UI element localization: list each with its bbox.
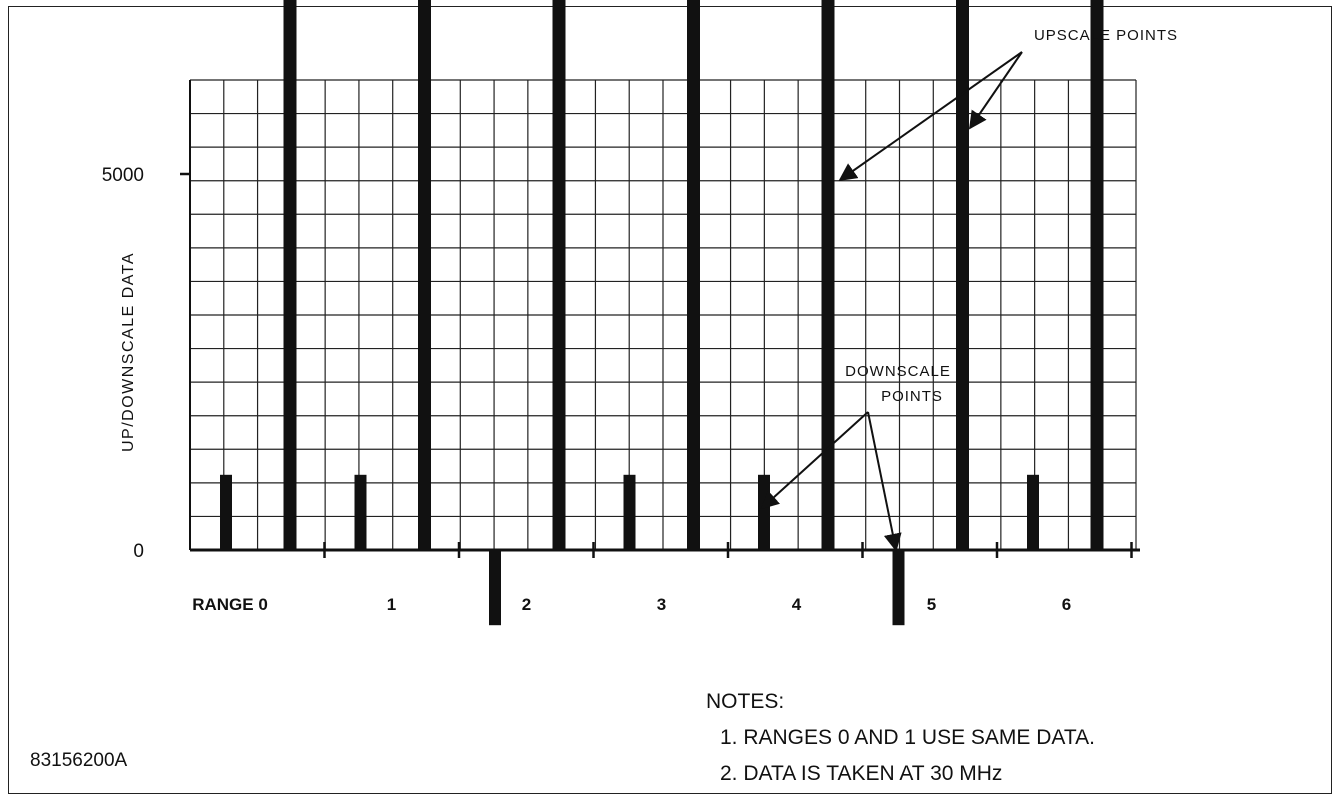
note-item-1: 1. RANGES 0 AND 1 USE SAME DATA.	[720, 726, 1095, 749]
bar-downscale	[758, 474, 770, 550]
upscale-arrow	[838, 51, 1023, 182]
bar-downscale	[1027, 474, 1039, 550]
notes-block: NOTES: 1. RANGES 0 AND 1 USE SAME DATA. …	[706, 684, 1095, 792]
bar-upscale	[821, 0, 835, 551]
notes-heading: NOTES:	[706, 690, 785, 713]
bar-upscale	[687, 0, 700, 550]
chart-grid	[189, 79, 1137, 551]
note-item-2: 2. DATA IS TAKEN AT 30 MHz	[720, 762, 1003, 785]
bar-downscale	[623, 474, 636, 550]
x-category-label: 4	[792, 595, 802, 614]
x-category-label: 1	[387, 595, 396, 614]
chart-axes	[180, 80, 1140, 558]
bar-upscale	[1090, 0, 1104, 550]
bar-downscale	[489, 550, 501, 626]
bar-upscale	[418, 0, 431, 551]
bar-upscale	[552, 0, 566, 550]
bar-upscale	[956, 0, 969, 550]
downscale-arrow	[760, 411, 869, 510]
y-axis-label: UP/DOWNSCALE DATA	[120, 252, 137, 452]
chart-annotations: UPSCALE POINTS DOWNSCALE POINTS	[760, 27, 1178, 552]
downscale-arrow	[867, 411, 902, 552]
chart-bars	[220, 0, 1104, 626]
x-category-label: 5	[927, 595, 936, 614]
downscale-points-label-line1: DOWNSCALE	[845, 363, 951, 380]
y-tick-label: 5000	[102, 165, 144, 186]
figure-id: 83156200A	[30, 750, 128, 771]
upscale-arrow	[968, 51, 1023, 130]
x-category-label: 3	[657, 595, 666, 614]
y-tick-label: 0	[133, 541, 144, 562]
bar-downscale	[220, 474, 232, 550]
x-category-label: 2	[522, 595, 531, 614]
x-category-label: RANGE 0	[192, 595, 268, 614]
downscale-points-label-line2: POINTS	[881, 388, 943, 405]
x-category-label: 6	[1062, 595, 1071, 614]
chart-labels: 0 5000 UP/DOWNSCALE DATA RANGE 0 1 2 3 4 5 6	[102, 165, 1072, 614]
upscale-points-label: UPSCALE POINTS	[1034, 27, 1178, 44]
bar-upscale	[283, 0, 297, 551]
bar-downscale	[892, 550, 905, 626]
bar-downscale	[354, 474, 367, 550]
figure-frame	[8, 6, 1332, 794]
